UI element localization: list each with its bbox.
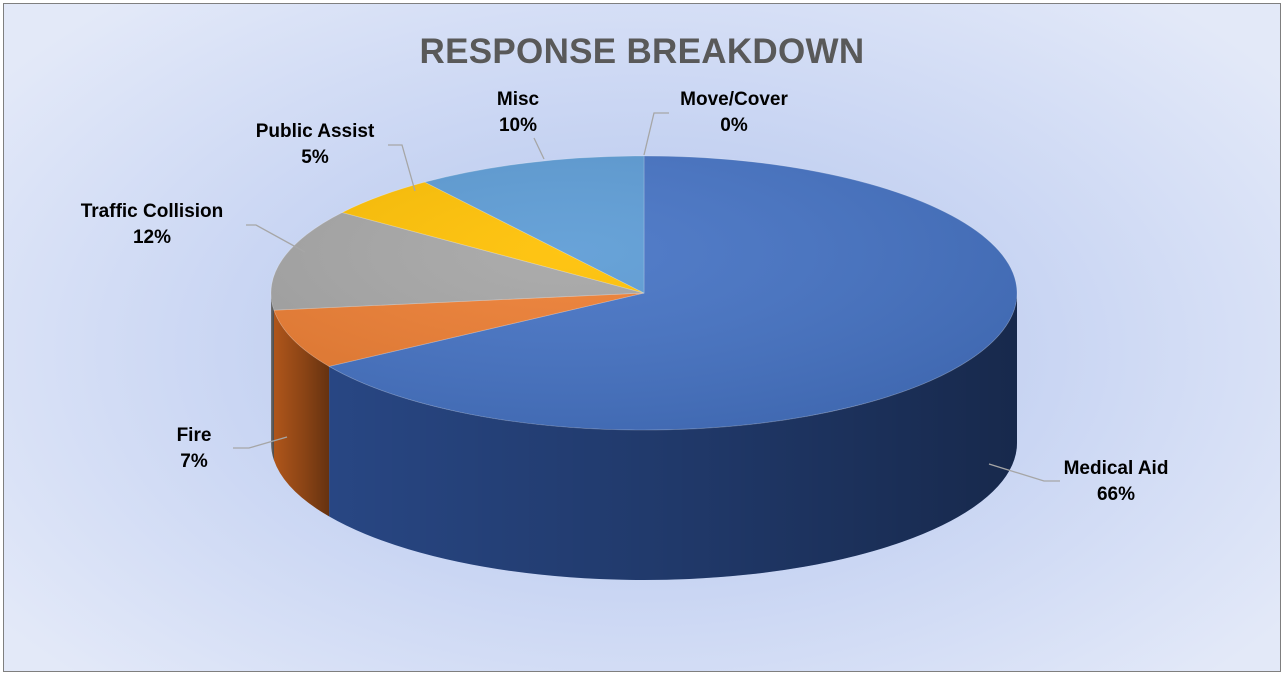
- leader-line-traffic-collision: [246, 224, 306, 253]
- leader-line-misc: [533, 137, 545, 160]
- slice-label-traffic-collision: Traffic Collision: [81, 201, 224, 222]
- slice-label-medical-aid: Medical Aid: [1064, 458, 1169, 479]
- slice-label-public-assist: Public Assist: [256, 121, 375, 142]
- slice-side-shade-traffic-collision: [271, 293, 274, 461]
- pie-chart: Medical Aid 66% Fire 7% Traffic Collision 12%…: [81, 89, 1169, 580]
- slice-value-fire: 7%: [180, 451, 208, 472]
- slice-value-misc: 10%: [499, 115, 537, 136]
- chart-area: RESPONSE BREAKDOWN Medical Aid 66% Fire 7% T…: [3, 3, 1281, 672]
- leader-line-move-cover: [643, 112, 669, 156]
- slice-value-medical-aid: 66%: [1097, 484, 1135, 505]
- slice-label-fire: Fire: [177, 425, 212, 446]
- leader-line-fire: [233, 436, 288, 449]
- slice-side-shade-medical-aid: [329, 293, 1017, 580]
- slice-value-traffic-collision: 12%: [133, 227, 171, 248]
- slice-label-misc: Misc: [497, 89, 540, 110]
- leader-line-medical-aid: [988, 463, 1060, 482]
- slice-label-move-cover: Move/Cover: [680, 89, 788, 110]
- leader-line-public-assist: [388, 144, 416, 192]
- chart-title: RESPONSE BREAKDOWN: [419, 32, 865, 71]
- pie-top-sheen: [271, 156, 1017, 430]
- slice-side-shade-fire: [273, 310, 330, 517]
- slice-value-move-cover: 0%: [720, 115, 748, 136]
- slice-value-public-assist: 5%: [301, 147, 329, 168]
